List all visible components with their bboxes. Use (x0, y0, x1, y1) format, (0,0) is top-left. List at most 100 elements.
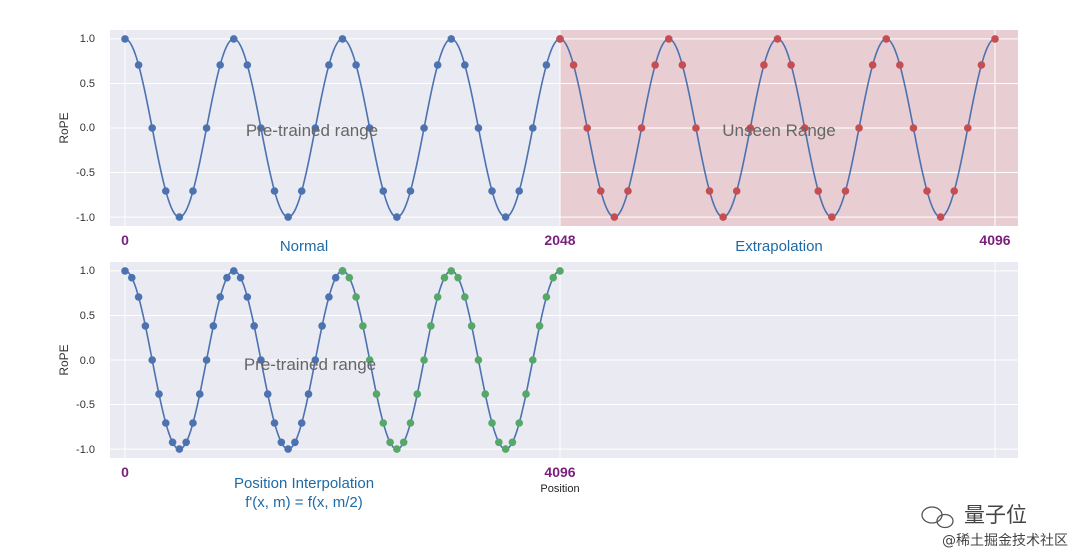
top-data-point (161, 187, 170, 195)
bottom-data-point (250, 322, 258, 330)
top-data-point (270, 187, 279, 195)
top-position-marker-2048: 2048 (544, 232, 575, 248)
top-data-point (896, 61, 904, 69)
top-data-point (882, 35, 891, 43)
top-data-point (501, 213, 510, 221)
top-data-point (216, 61, 224, 69)
bottom-data-point (209, 322, 218, 330)
bottom-data-point (161, 419, 170, 427)
bottom-ytick: 1.0 (80, 265, 95, 277)
normal-caption: Normal (280, 238, 328, 255)
bottom-data-point (461, 293, 469, 301)
bottom-data-point (427, 322, 435, 330)
bottom-data-point (359, 322, 367, 330)
position-interpolation-caption: Position Interpolation (234, 475, 374, 492)
top-data-point (556, 35, 564, 43)
bottom-data-point (454, 273, 462, 282)
top-ytick: 0.5 (80, 78, 95, 90)
top-data-point (461, 61, 469, 69)
top-data-point (284, 213, 292, 221)
watermark: 量子位 @稀土掘金技术社区 (921, 503, 1068, 549)
bottom-data-point (257, 356, 265, 364)
bottom-data-point (467, 322, 476, 330)
top-data-point (420, 124, 428, 132)
bottom-data-point (128, 273, 136, 282)
top-data-point (991, 35, 999, 43)
top-data-point (868, 61, 877, 69)
bottom-ytick: 0.0 (80, 355, 95, 367)
bottom-data-point (284, 445, 292, 453)
top-ytick: -1.0 (76, 212, 95, 224)
bottom-data-point (474, 356, 483, 364)
bottom-data-point (148, 356, 156, 364)
bottom-data-point (216, 293, 224, 301)
bottom-data-point (182, 438, 190, 447)
bottom-data-point (338, 267, 347, 275)
top-pretrained-annotation: Pre-trained range (246, 121, 378, 140)
wechat-icon (921, 506, 954, 529)
bottom-data-point (352, 293, 360, 301)
bottom-data-point (495, 438, 503, 447)
bottom-data-point (297, 419, 306, 427)
top-data-point (678, 61, 687, 69)
top-data-point (379, 187, 388, 195)
bottom-data-point (345, 273, 354, 282)
top-data-point (596, 187, 605, 195)
bottom-data-point (481, 390, 490, 398)
bottom-data-point (223, 273, 231, 282)
bottom-data-point (195, 390, 204, 398)
top-data-point (352, 61, 360, 69)
top-data-point (529, 124, 537, 132)
bottom-data-point (155, 390, 163, 398)
top-data-point (447, 35, 456, 43)
top-sample-points (121, 35, 999, 221)
top-data-point (257, 124, 265, 132)
top-data-point (936, 213, 945, 221)
top-data-point (692, 124, 700, 132)
bottom-data-point (134, 293, 143, 301)
bottom-pretrained-annotation: Pre-trained range (244, 355, 376, 374)
bottom-data-point (311, 356, 320, 364)
bottom-data-point (304, 390, 313, 398)
top-ytick: -0.5 (76, 167, 95, 179)
top-data-point (773, 35, 782, 43)
top-data-point (828, 213, 836, 221)
bottom-position-marker-4096: 4096 (544, 464, 575, 480)
bottom-ytick: -1.0 (76, 444, 95, 456)
top-data-point (664, 35, 673, 43)
bottom-data-point (365, 356, 374, 364)
top-panel: 1.0 0.5 0.0 -0.5 -1.0 RoPE Pre-trained r… (57, 30, 1018, 255)
top-position-marker-4096: 4096 (979, 232, 1010, 248)
bottom-data-point (331, 273, 340, 282)
bottom-data-point (549, 273, 557, 282)
top-data-point (229, 35, 238, 43)
bottom-data-point (325, 293, 333, 301)
top-data-point (433, 61, 442, 69)
top-data-point (746, 124, 755, 132)
top-data-point (515, 187, 524, 195)
top-data-point (175, 213, 184, 221)
bottom-data-point (556, 267, 564, 275)
top-data-point (719, 213, 727, 221)
top-y-axis-label: RoPE (57, 112, 71, 143)
bottom-data-point (406, 419, 415, 427)
top-data-point (610, 213, 619, 221)
bottom-data-point (488, 419, 496, 427)
top-grid (110, 30, 1018, 226)
top-data-point (814, 187, 823, 195)
bottom-data-point (236, 273, 245, 282)
bottom-data-point (508, 438, 517, 447)
bottom-data-point (522, 390, 530, 398)
top-data-point (542, 61, 551, 69)
top-data-point (365, 124, 374, 132)
top-data-point (474, 124, 483, 132)
bottom-ytick: -0.5 (76, 399, 95, 411)
bottom-y-ticks: 1.0 0.5 0.0 -0.5 -1.0 (76, 265, 95, 456)
bottom-data-point (372, 390, 381, 398)
bottom-data-point (270, 419, 279, 427)
bottom-data-point (243, 293, 252, 301)
extrapolation-caption: Extrapolation (735, 238, 823, 255)
bottom-grid (110, 262, 1018, 458)
top-data-point (800, 124, 809, 132)
